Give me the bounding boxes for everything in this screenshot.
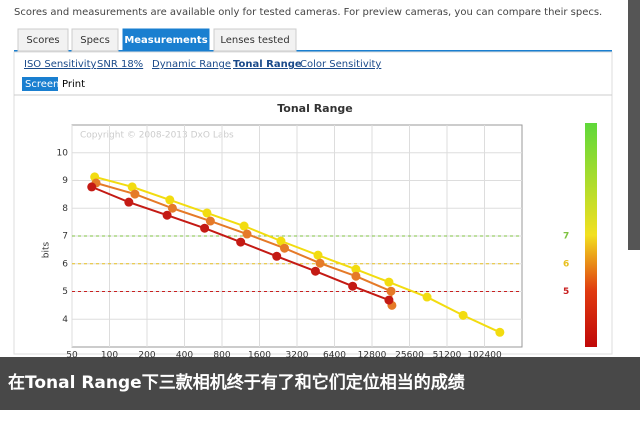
- x-tick-label: 50: [66, 351, 78, 361]
- data-point: [386, 286, 396, 296]
- data-point: [310, 266, 320, 276]
- x-tick-label: 200: [138, 351, 155, 361]
- reference-label: 5: [563, 287, 569, 297]
- data-point: [384, 277, 394, 287]
- caption: 在Tonal Range下三款相机终于有了和它们定位相当的成绩: [8, 372, 465, 393]
- y-tick-label: 5: [62, 287, 68, 297]
- tab[interactable]: [71, 28, 119, 52]
- tab-label[interactable]: Measurements: [124, 35, 207, 46]
- notice: Scores and measurements are available on…: [14, 7, 602, 18]
- data-point: [495, 327, 505, 337]
- y-tick-label: 7: [62, 232, 68, 242]
- data-point: [202, 208, 212, 218]
- data-point: [130, 189, 140, 199]
- panel-border: [13, 51, 613, 355]
- caption-band: [0, 357, 640, 410]
- data-point: [272, 251, 282, 261]
- sub-tab[interactable]: Tonal Range: [233, 59, 302, 70]
- view-button-label[interactable]: Print: [62, 79, 85, 90]
- sub-tab[interactable]: Color Sensitivity: [300, 59, 381, 70]
- data-point: [162, 210, 172, 220]
- data-point: [348, 281, 358, 291]
- tab[interactable]: [17, 28, 69, 52]
- data-point: [458, 310, 468, 320]
- y-axis-label: bits: [42, 241, 52, 258]
- x-tick-label: 102400: [467, 351, 502, 361]
- data-point: [127, 182, 137, 192]
- data-point: [242, 229, 252, 239]
- data-point: [205, 216, 215, 226]
- tab[interactable]: [122, 28, 210, 52]
- view-button[interactable]: [22, 77, 58, 91]
- data-point: [422, 292, 432, 302]
- data-point: [167, 203, 177, 213]
- sub-tab[interactable]: ISO Sensitivity: [24, 59, 96, 70]
- reference-label: 7: [563, 232, 569, 242]
- data-point: [351, 271, 361, 281]
- data-point: [351, 264, 361, 274]
- series-line: [95, 182, 393, 306]
- sub-tab[interactable]: SNR 18%: [97, 59, 143, 70]
- tab[interactable]: [213, 28, 297, 52]
- data-point: [165, 195, 175, 205]
- view-button-label[interactable]: Screen: [25, 79, 59, 90]
- y-tick-label: 8: [62, 204, 68, 214]
- series-line: [94, 175, 501, 334]
- data-point: [124, 197, 134, 207]
- x-tick-label: 25600: [395, 351, 424, 361]
- watermark: Copyright © 2008-2013 DxO Labs: [80, 131, 234, 141]
- chart-title: Tonal Range: [277, 102, 353, 115]
- x-tick-label: 800: [213, 351, 230, 361]
- data-point: [239, 221, 249, 231]
- color-scale: [585, 123, 597, 347]
- data-point: [384, 295, 394, 305]
- y-tick-label: 10: [57, 148, 69, 158]
- tab-label[interactable]: Scores: [26, 35, 59, 46]
- x-tick-label: 12800: [358, 351, 387, 361]
- tab-label[interactable]: Lenses tested: [220, 35, 289, 46]
- sub-tab[interactable]: Dynamic Range: [152, 59, 231, 70]
- data-point: [276, 236, 286, 246]
- data-point: [200, 223, 210, 233]
- data-point: [236, 237, 246, 247]
- reference-label: 6: [563, 259, 569, 269]
- tab-label[interactable]: Specs: [80, 35, 110, 46]
- side-panel: [628, 0, 640, 250]
- x-tick-label: 1600: [248, 351, 271, 361]
- y-tick-label: 6: [62, 259, 68, 269]
- data-point: [280, 243, 290, 253]
- data-point: [313, 250, 323, 260]
- x-tick-label: 6400: [323, 351, 346, 361]
- y-tick-label: 4: [62, 315, 68, 325]
- x-tick-label: 100: [101, 351, 118, 361]
- x-tick-label: 400: [176, 351, 193, 361]
- data-point: [87, 182, 97, 192]
- x-tick-label: 51200: [433, 351, 462, 361]
- x-tick-label: 3200: [286, 351, 309, 361]
- y-tick-label: 9: [62, 176, 68, 186]
- data-point: [315, 258, 325, 268]
